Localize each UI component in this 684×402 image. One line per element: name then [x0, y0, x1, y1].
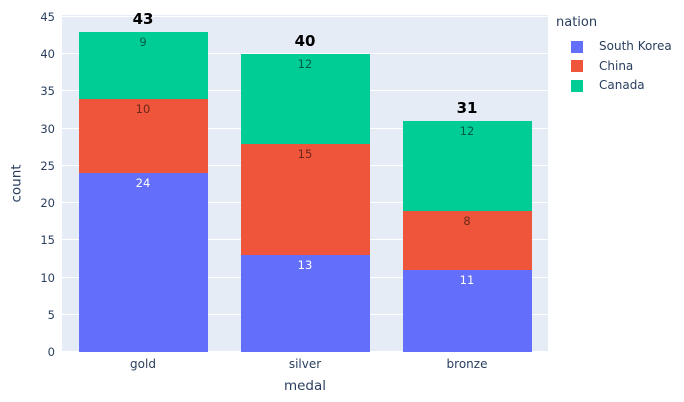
legend-label-south-korea: South Korea [599, 39, 672, 54]
bar-value-silver-canada: 12 [297, 57, 313, 72]
bar-segment-silver-canada[interactable] [240, 54, 370, 144]
bar-segment-silver-south-korea[interactable] [240, 255, 370, 352]
gridline-40 [62, 53, 548, 55]
y-tick-45: 45 [40, 10, 55, 24]
bar-value-silver-south-korea: 13 [297, 258, 313, 273]
legend-title: nation [556, 15, 598, 30]
bar-value-bronze-china: 8 [463, 213, 471, 228]
legend-item-canada[interactable]: Canada [556, 76, 682, 96]
legend: nation South Korea China Canada [556, 14, 682, 96]
legend-item-south-korea[interactable]: South Korea [556, 37, 682, 57]
y-tick-10: 10 [40, 270, 55, 285]
bar-segment-gold-south-korea[interactable] [78, 173, 208, 352]
bar-segment-bronze-china[interactable] [402, 210, 532, 271]
plot-area[interactable]: 24 10 9 43 13 15 12 40 11 8 12 31 [62, 10, 548, 352]
y-tick-40: 40 [40, 47, 55, 62]
bar-segment-bronze-south-korea[interactable] [402, 270, 532, 352]
total-label-bronze: 31 [456, 99, 478, 118]
bar-segment-gold-canada[interactable] [78, 31, 208, 99]
legend-swatch-south-korea-icon [571, 40, 583, 53]
legend-label-china: China [599, 58, 634, 73]
x-tick-gold: gold [130, 357, 156, 371]
y-tick-35: 35 [40, 84, 55, 99]
y-tick-30: 30 [40, 121, 55, 136]
total-label-gold: 43 [132, 9, 154, 28]
gridline-45 [62, 16, 548, 17]
total-label-silver: 40 [294, 32, 316, 51]
y-tick-0: 0 [47, 345, 55, 359]
legend-swatch-canada-icon [571, 79, 583, 92]
bar-value-bronze-canada: 12 [459, 124, 475, 139]
bar-segment-gold-china[interactable] [78, 98, 208, 174]
y-tick-5: 5 [47, 307, 55, 322]
bar-segment-silver-china[interactable] [240, 143, 370, 256]
bar-segment-bronze-canada[interactable] [402, 121, 532, 211]
bar-value-gold-china: 10 [135, 101, 151, 116]
legend-label-canada: Canada [599, 78, 645, 93]
y-tick-20: 20 [40, 196, 55, 211]
bar-value-gold-south-korea: 24 [135, 176, 151, 191]
x-axis-title: medal [283, 378, 327, 394]
x-tick-bronze: bronze [446, 357, 488, 371]
x-tick-silver: silver [288, 357, 322, 371]
y-tick-25: 25 [40, 158, 55, 173]
y-axis-title: count [8, 164, 25, 203]
y-tick-15: 15 [40, 233, 55, 248]
bar-value-bronze-south-korea: 11 [459, 273, 475, 288]
bar-value-silver-china: 15 [297, 146, 313, 161]
legend-items: South Korea China Canada [556, 37, 682, 96]
bar-value-gold-canada: 9 [139, 34, 147, 49]
legend-item-china[interactable]: China [556, 57, 682, 77]
legend-swatch-china-icon [571, 60, 583, 73]
